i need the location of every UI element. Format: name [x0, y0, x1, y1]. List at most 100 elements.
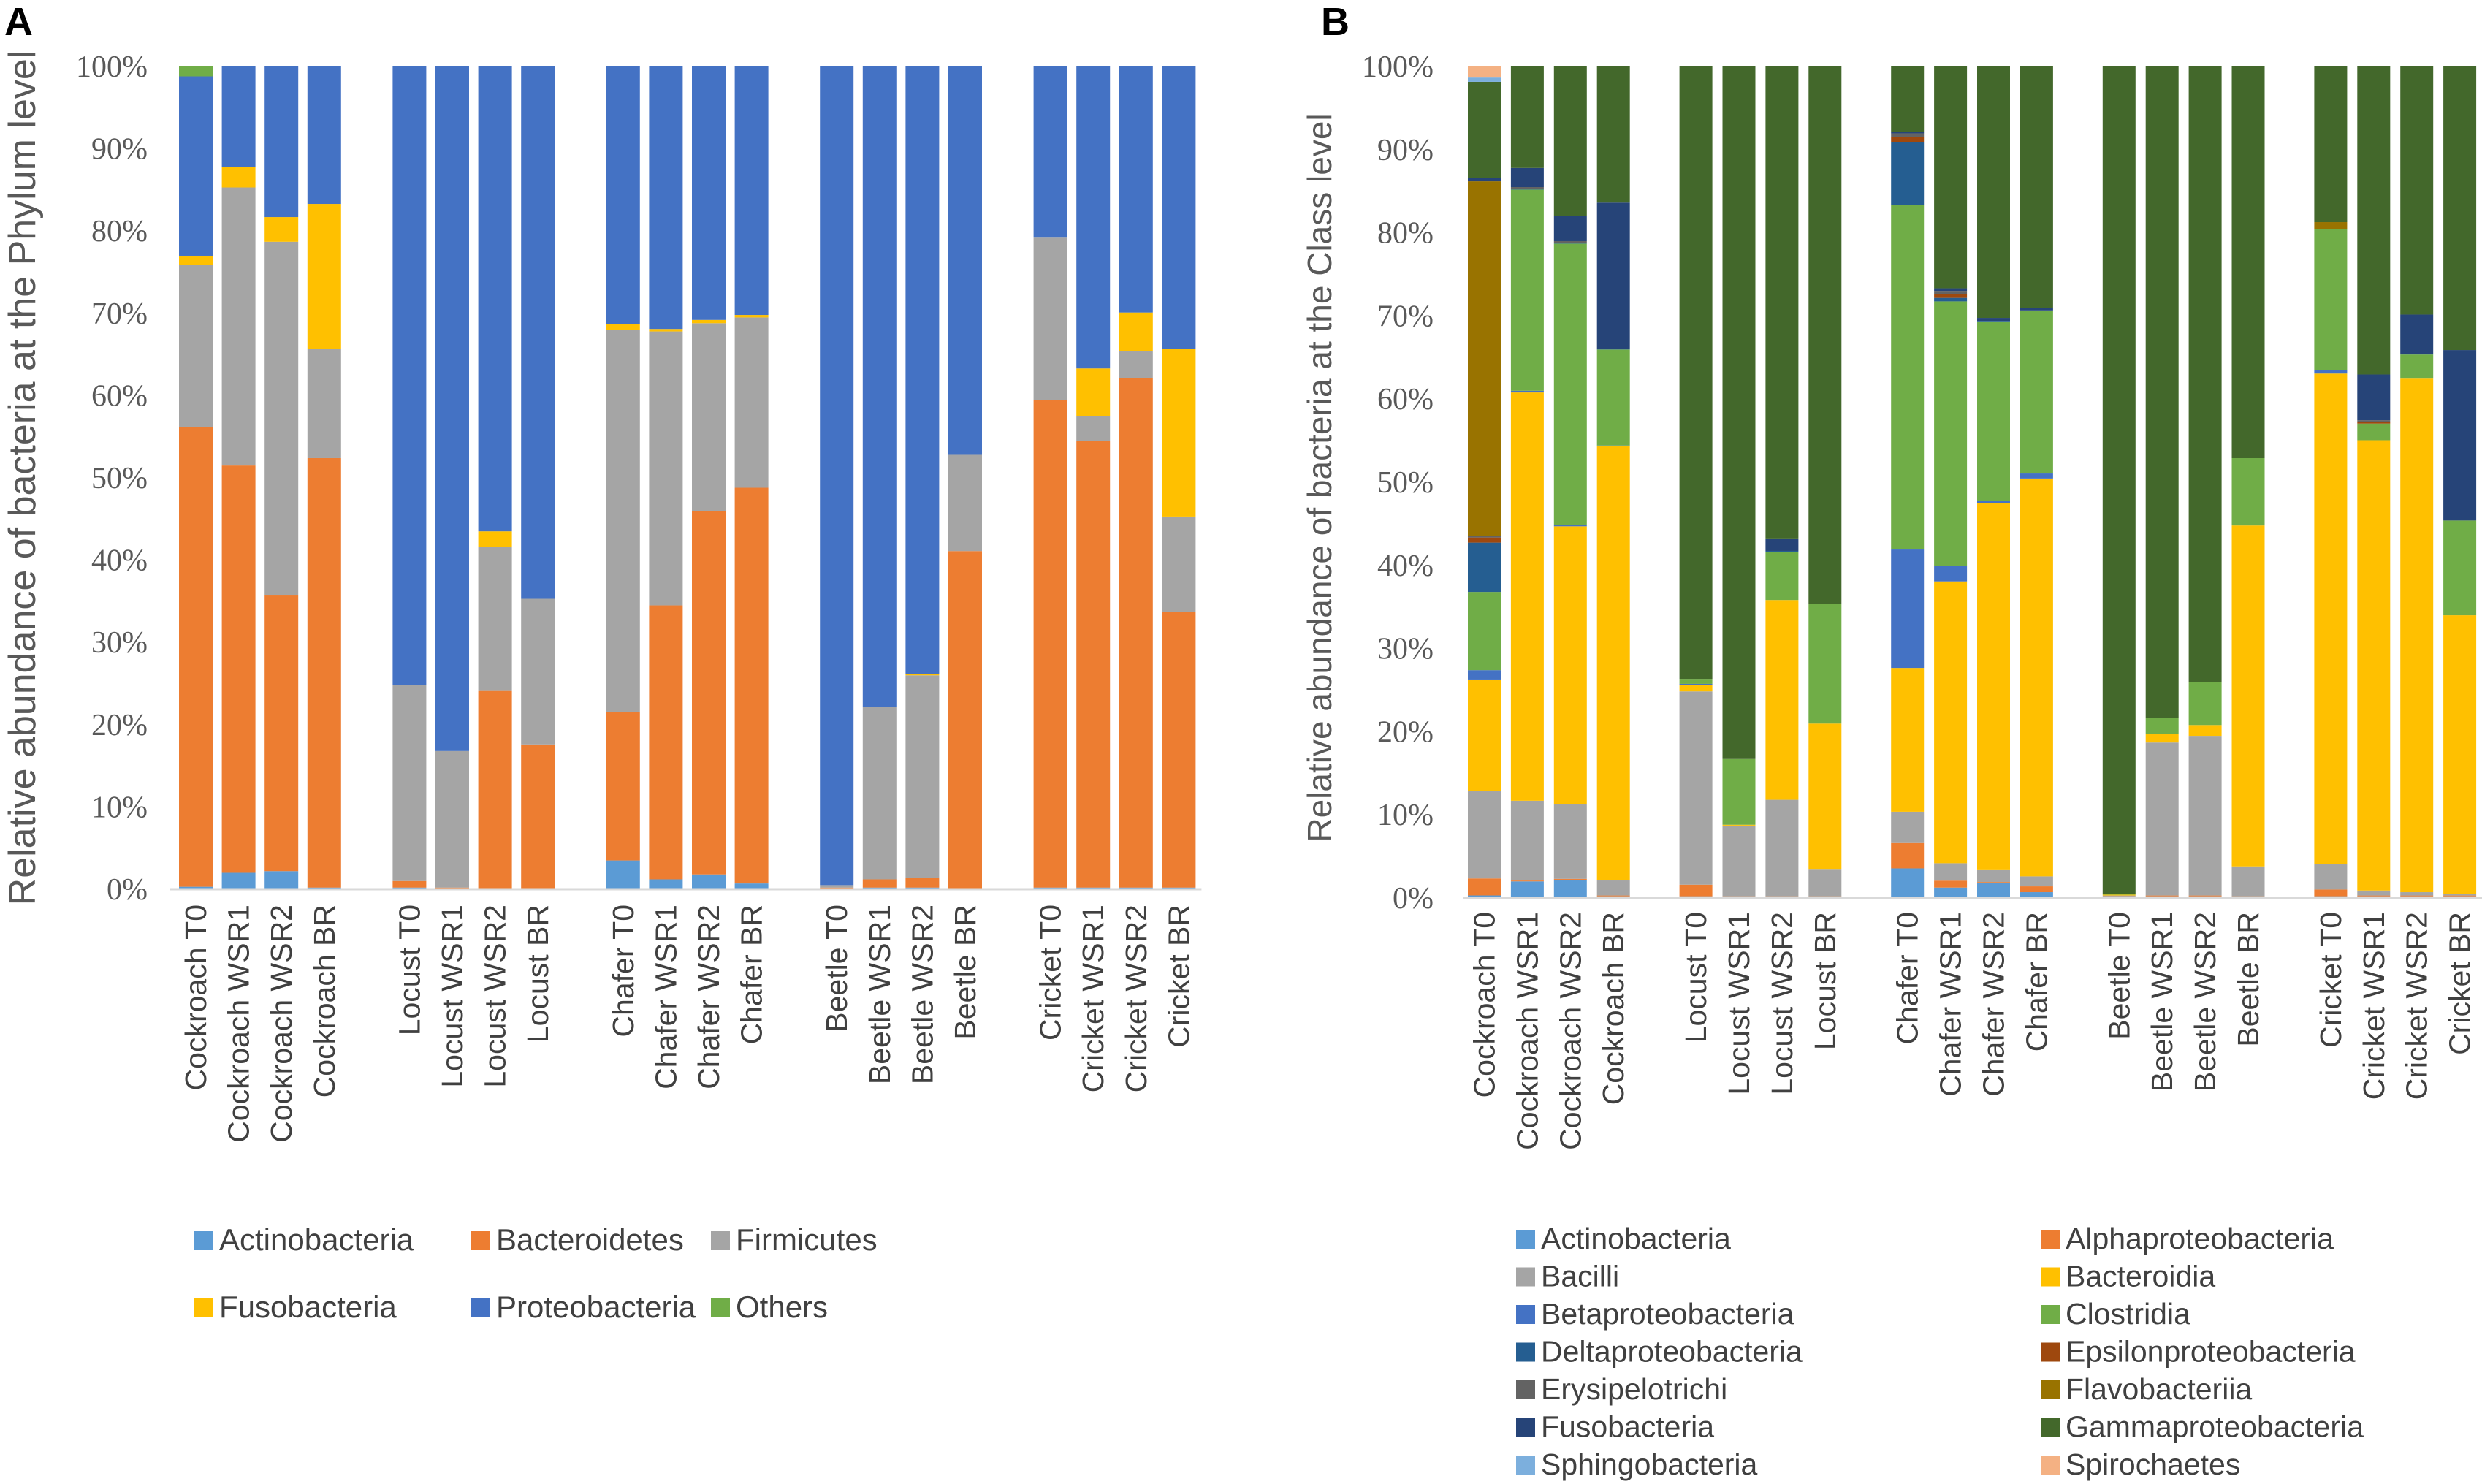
bar-segment-firmicutes	[307, 349, 341, 458]
bar-segment-bacilli	[2357, 890, 2391, 896]
bar-segment-alphaproteobacteria	[1934, 880, 1968, 888]
bar-segment-erysipelotrichi	[1891, 133, 1925, 137]
bar-segment-alphaproteobacteria	[1596, 895, 1630, 897]
bar-segment-firmicutes	[905, 675, 940, 878]
bar-segment-bacteroidetes	[862, 879, 897, 888]
bar-segment-proteobacteria	[606, 66, 640, 324]
legend-label: Clostridia	[2066, 1297, 2190, 1331]
bar-segment-betaproteobacteria	[1934, 566, 1968, 582]
bar-segment-bacteroidetes	[948, 551, 982, 889]
x-tick-label: Cockroach T0	[179, 905, 213, 1090]
bar-segment-fusobacteria	[905, 673, 940, 676]
bar-segment-betaproteobacteria	[1679, 683, 1713, 685]
bar-segment-clostridia	[2443, 520, 2477, 616]
bar-segment-bacteroidia	[1765, 600, 1799, 800]
bar-segment-gammaproteobacteria	[2314, 66, 2348, 223]
bar-segment-firmicutes	[179, 265, 213, 427]
bar-segment-fusobacteria	[649, 329, 683, 332]
bar-segment-clostridia	[1553, 243, 1587, 525]
bar-segment-actinobacteria	[264, 871, 299, 889]
bar-segment-actinobacteria	[1891, 868, 1925, 898]
bar-segment-deltaproteobacteria	[1765, 550, 1799, 552]
legend-swatch	[2041, 1267, 2060, 1287]
bar-segment-alphaproteobacteria	[2400, 895, 2434, 897]
bar-segment-gammaproteobacteria	[1596, 66, 1630, 203]
x-tick-label: Chafer T0	[606, 905, 640, 1038]
bar-segment-proteobacteria	[478, 66, 512, 532]
bar-segment-firmicutes	[1076, 416, 1111, 441]
y-tick-label: 70%	[91, 297, 148, 331]
bar-segment-fusobacteria	[2357, 374, 2391, 421]
bar-segment-bacteroidetes	[820, 887, 854, 889]
x-tick-label: Chafer WSR1	[1934, 912, 1968, 1097]
bar-segment-bacilli	[1722, 825, 1756, 897]
legend-swatch	[1516, 1305, 1535, 1324]
panel-a-label: A	[4, 0, 33, 44]
bar-segment-firmicutes	[1119, 351, 1153, 378]
legend-label: Bacteroidetes	[496, 1222, 684, 1257]
bar-segment-epsilonproteobacteria	[1468, 537, 1501, 543]
bar-segment-actinobacteria	[1934, 887, 1968, 898]
bar-segment-bacilli	[2314, 864, 2348, 890]
bar-segment-fusobacteria	[734, 315, 769, 318]
bar-segment-proteobacteria	[734, 66, 769, 316]
bar-segment-gammaproteobacteria	[2188, 66, 2222, 682]
x-tick-label: Chafer WSR2	[1977, 912, 2011, 1097]
bar-segment-bacteroidia	[2102, 894, 2136, 896]
x-tick-label: Locust BR	[1808, 912, 1842, 1050]
bar-segment-bacilli	[2400, 892, 2434, 896]
bar-segment-gammaproteobacteria	[1722, 66, 1756, 759]
bar-segment-gammaproteobacteria	[1510, 66, 1544, 168]
bar-segment-clostridia	[1808, 604, 1842, 724]
bar-segment-proteobacteria	[307, 66, 341, 205]
bar-segment-erysipelotrichi	[1468, 536, 1501, 538]
bar-segment-betaproteobacteria	[2314, 370, 2348, 374]
y-tick-label: 40%	[91, 544, 148, 578]
y-tick-label: 30%	[1377, 633, 1434, 666]
bar-segment-firmicutes	[221, 187, 256, 466]
bar-segment-bacteroidetes	[1033, 400, 1067, 888]
bar-segment-proteobacteria	[1119, 66, 1153, 313]
x-tick-label: Locust T0	[1679, 912, 1713, 1043]
x-tick-label: Beetle T0	[820, 905, 853, 1032]
bar-segment-bacteroidia	[1679, 685, 1713, 692]
bar-segment-proteobacteria	[820, 66, 854, 886]
bar-segment-bacteroidia	[2357, 440, 2391, 891]
legend-label: Deltaproteobacteria	[1541, 1335, 1803, 1369]
legend-swatch	[471, 1298, 490, 1317]
bar-segment-fusobacteria	[1596, 202, 1630, 349]
bar-segment-alphaproteobacteria	[1510, 880, 1544, 882]
bar-segment-alphaproteobacteria	[1553, 878, 1587, 880]
x-tick-label: Locust WSR2	[1765, 912, 1799, 1095]
x-tick-label: Cricket T0	[1034, 905, 1067, 1040]
bar-segment-fusobacteria	[478, 531, 512, 547]
bar-segment-bacteroidia	[1510, 392, 1544, 801]
bar-segment-gammaproteobacteria	[1977, 66, 2010, 319]
bar-segment-fusobacteria	[179, 255, 213, 265]
y-tick-label: 80%	[1377, 217, 1434, 251]
bar-segment-betaproteobacteria	[1891, 549, 1925, 669]
bar-segment-clostridia	[1468, 592, 1501, 671]
legend-label: Firmicutes	[736, 1222, 878, 1257]
x-tick-label: Beetle BR	[948, 905, 982, 1040]
bar-segment-gammaproteobacteria	[2102, 66, 2136, 894]
x-tick-label: Chafer T0	[1891, 912, 1925, 1045]
legend-swatch	[1516, 1456, 1535, 1475]
bar-segment-firmicutes	[1033, 237, 1067, 400]
x-tick-label: Beetle WSR1	[863, 905, 897, 1084]
legend-swatch	[2041, 1342, 2060, 1362]
bar-segment-alphaproteobacteria	[1679, 884, 1713, 897]
legend-swatch	[2041, 1418, 2060, 1437]
bar-segment-bacteroidetes	[307, 457, 341, 888]
bar-segment-fusobacteria	[1510, 167, 1544, 188]
bar-segment-bacteroidetes	[435, 887, 469, 889]
bar-segment-actinobacteria	[1553, 879, 1587, 898]
bar-segment-gammaproteobacteria	[1891, 66, 1925, 132]
bar-segment-bacilli	[1468, 791, 1501, 879]
bar-segment-actinobacteria	[692, 874, 726, 889]
bar-segment-firmicutes	[692, 323, 726, 511]
bar-segment-epsilonproteobacteria	[2357, 422, 2391, 424]
x-tick-label: Cockroach BR	[308, 905, 341, 1097]
bar-segment-fusobacteria	[1977, 318, 2010, 321]
legend-swatch	[2041, 1456, 2060, 1475]
